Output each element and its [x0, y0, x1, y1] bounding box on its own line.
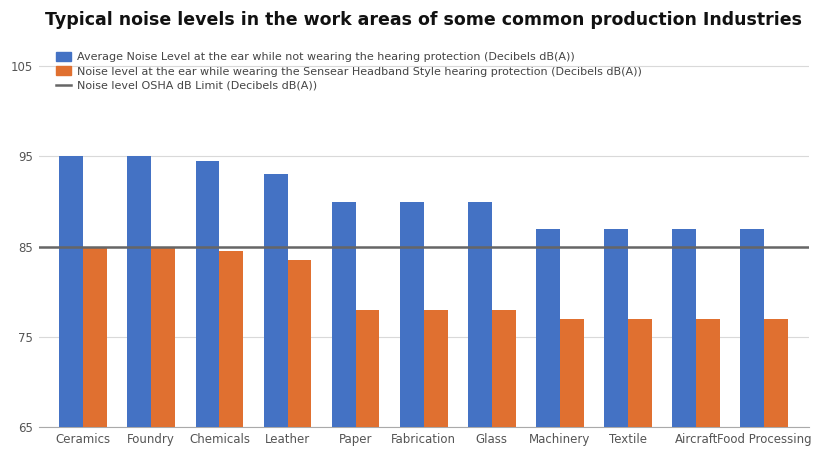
- Bar: [740, 228, 764, 427]
- Legend: Average Noise Level at the ear while not wearing the hearing protection (Decibel: Average Noise Level at the ear while not…: [52, 48, 645, 94]
- Bar: [219, 251, 243, 427]
- Bar: [151, 247, 175, 427]
- Bar: [628, 319, 652, 427]
- Bar: [536, 228, 560, 427]
- Bar: [332, 202, 355, 427]
- Bar: [128, 156, 151, 427]
- Bar: [400, 202, 424, 427]
- Title: Typical noise levels in the work areas of some common production Industries: Typical noise levels in the work areas o…: [46, 11, 803, 29]
- Bar: [696, 319, 720, 427]
- Bar: [264, 175, 287, 427]
- Bar: [560, 319, 583, 427]
- Bar: [355, 310, 379, 427]
- Bar: [604, 228, 628, 427]
- Bar: [492, 310, 515, 427]
- Bar: [287, 260, 311, 427]
- Bar: [83, 247, 107, 427]
- Bar: [468, 202, 492, 427]
- Bar: [764, 319, 788, 427]
- Bar: [672, 228, 696, 427]
- Bar: [196, 161, 219, 427]
- Bar: [60, 156, 83, 427]
- Bar: [424, 310, 447, 427]
